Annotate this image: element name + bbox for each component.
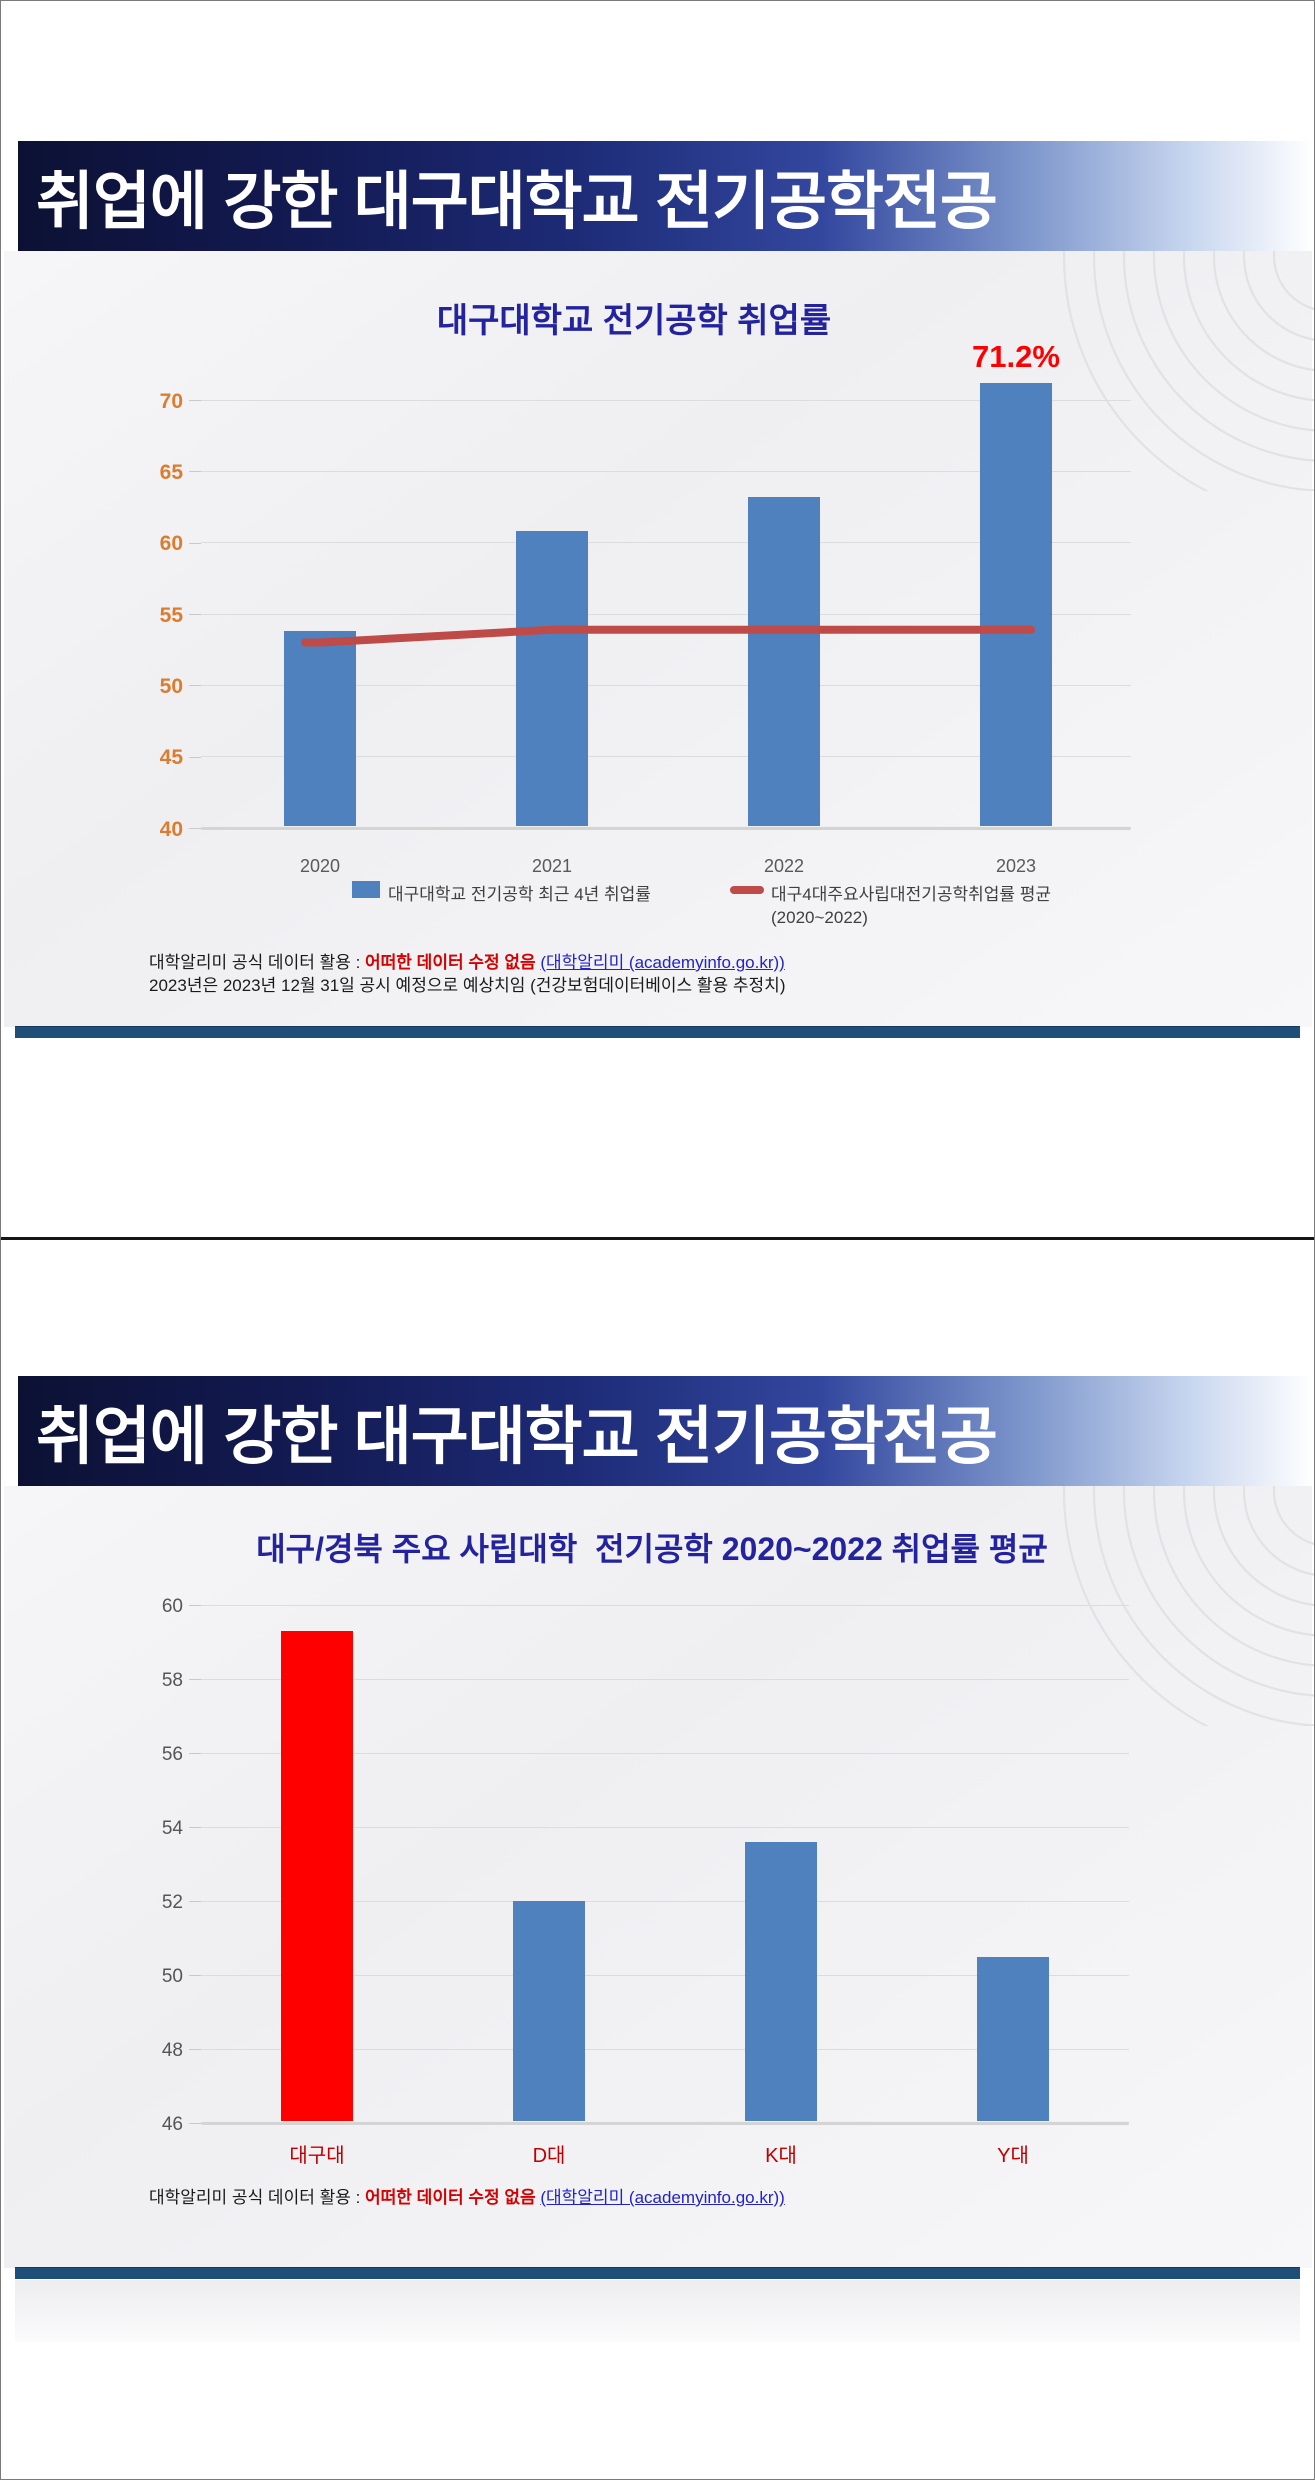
y-tick-label: 50 (159, 674, 183, 698)
gridline (201, 1604, 1129, 1606)
y-tick-label: 65 (159, 460, 183, 484)
y-tick-label: 46 (161, 2113, 183, 2135)
x-axis-line (201, 827, 1131, 830)
y-tick-label: 60 (161, 1595, 183, 1617)
gridline (201, 2048, 1129, 2050)
footnote-emphasis: 어떠한 데이터 수정 없음 (365, 2188, 536, 2207)
decorative-arcs (1062, 251, 1314, 491)
x-tick-label: 2023 (995, 856, 1037, 876)
y-tick-label: 70 (159, 389, 183, 413)
footnote-emphasis: 어떠한 데이터 수정 없음 (365, 953, 536, 972)
x-axis-line (201, 2122, 1129, 2125)
slide-header: 취업에 강한 대구대학교 전기공학전공 (18, 1376, 1314, 1486)
chart-title-employment-rate: 대구대학교 전기공학 취업률 (436, 302, 832, 340)
y-tick-label: 45 (159, 746, 183, 770)
gridline (201, 613, 1131, 615)
footnote-link-academyinfo[interactable]: (대학알리미 (academyinfo.go.kr)) (540, 2188, 785, 2207)
gridline (201, 1826, 1129, 1828)
bottom-fade-band (15, 2280, 1300, 2342)
y-tick-mark (189, 2049, 201, 2050)
bar-2021 (516, 531, 588, 828)
footnote-link-academyinfo[interactable]: (대학알리미 (academyinfo.go.kr)) (540, 953, 785, 972)
legend-line-sublabel: (2020~2022) (771, 908, 868, 927)
x-tick-label: 대구대 (289, 2145, 345, 2167)
legend-bar-swatch (352, 881, 380, 898)
legend-bar-label: 대구대학교 전기공학 최근 4년 취업률 (388, 885, 651, 904)
y-tick-mark (189, 542, 201, 544)
bottom-divider-bar (15, 2268, 1300, 2279)
gridline (201, 1752, 1129, 1754)
slide-header-title: 취업에 강한 대구대학교 전기공학전공 (36, 1401, 998, 1472)
y-tick-mark (189, 828, 201, 829)
footnote-line-1: 대학알리미 공식 데이터 활용 : 어떠한 데이터 수정 없음 (대학알리미 (… (149, 2186, 785, 2209)
slide-header: 취업에 강한 대구대학교 전기공학전공 (18, 141, 1314, 251)
footnote-prefix: 대학알리미 공식 데이터 활용 : (149, 953, 366, 972)
y-tick-label: 52 (161, 1891, 183, 1913)
bar-2022 (748, 497, 820, 828)
y-tick-mark (189, 1753, 201, 1754)
chart-title-regional-average: 대구/경북 주요 사립대학 전기공학 2020~2022 취업률 평균 (256, 1531, 1048, 1567)
gridline (201, 470, 1131, 472)
legend-line-swatch (730, 886, 764, 894)
gridline (201, 399, 1131, 401)
y-tick-label: 58 (161, 1669, 183, 1691)
y-tick-mark (189, 1605, 201, 1606)
x-tick-label: K대 (765, 2145, 797, 2167)
trend-line (301, 625, 1035, 647)
regional-average-bar-chart: 46 48 50 52 54 56 58 60 대구대 D대 K대 Y대 (1, 1240, 1314, 2479)
legend-line-label: 대구4대주요사립대전기공학취업률 평균 (771, 885, 1052, 904)
gridline (201, 1678, 1129, 1680)
bar-D대 (513, 1901, 585, 2123)
bar-대구대 (281, 1630, 353, 2123)
slide-boundary-line (1, 1237, 1314, 1240)
y-tick-mark (189, 2123, 201, 2124)
x-tick-label: 2020 (299, 856, 341, 876)
bar-K대 (745, 1841, 817, 2123)
bar-2023 (980, 382, 1052, 828)
gridline (201, 1974, 1129, 1976)
bottom-divider-bar (15, 1027, 1300, 1038)
slide-background-texture (4, 1486, 1312, 2268)
y-tick-mark (189, 685, 201, 687)
footnote: 대학알리미 공식 데이터 활용 : 어떠한 데이터 수정 없음 (대학알리미 (… (149, 951, 786, 997)
employment-rate-bar-line-chart: 40 45 50 55 60 65 70 2020 2021 2022 71.2% 2023 (1, 1, 1314, 1237)
footnote-line-1: 대학알리미 공식 데이터 활용 : 어떠한 데이터 수정 없음 (대학알리미 (… (149, 951, 786, 974)
bar-2020 (284, 631, 356, 828)
slide-header-title: 취업에 강한 대구대학교 전기공학전공 (36, 166, 998, 237)
y-tick-mark (189, 400, 201, 401)
decorative-arcs (1062, 1486, 1314, 1726)
x-tick-label: Y대 (997, 2145, 1029, 2167)
gridline (201, 684, 1131, 686)
y-tick-label: 48 (161, 2039, 183, 2061)
y-tick-mark (189, 1975, 201, 1976)
gridline (201, 542, 1131, 544)
y-tick-mark (189, 1827, 201, 1828)
y-tick-mark (189, 1679, 201, 1680)
y-tick-mark (189, 471, 201, 473)
y-tick-label: 50 (161, 1965, 183, 1987)
bar-Y대 (977, 1956, 1049, 2123)
y-tick-label: 55 (159, 603, 183, 627)
slide-1: 취업에 강한 대구대학교 전기공학전공 대구대학교 전기공학 취업률 40 45 5… (1, 1, 1314, 1237)
y-tick-mark (189, 614, 201, 615)
y-tick-mark (189, 1901, 201, 1902)
gridline (201, 756, 1131, 758)
y-tick-mark (189, 756, 201, 758)
footnote: 대학알리미 공식 데이터 활용 : 어떠한 데이터 수정 없음 (대학알리미 (… (149, 2186, 785, 2209)
footnote-prefix: 대학알리미 공식 데이터 활용 : (149, 2188, 366, 2207)
y-tick-label: 54 (161, 1817, 183, 1839)
slide-2: 취업에 강한 대구대학교 전기공학전공 대구/경북 주요 사립대학 전기공학 2… (1, 1240, 1314, 2479)
x-tick-label: 2021 (531, 856, 573, 876)
y-tick-label: 56 (161, 1743, 183, 1765)
y-tick-label: 60 (159, 532, 183, 556)
bar-data-label: 71.2% (972, 338, 1060, 374)
x-tick-label: 2022 (763, 856, 805, 876)
gridline (201, 1900, 1129, 1902)
x-tick-label: D대 (532, 2145, 566, 2167)
footnote-line-2: 2023년은 2023년 12월 31일 공시 예정으로 예상치임 (건강보험데… (149, 976, 786, 995)
y-tick-label: 40 (159, 817, 183, 841)
